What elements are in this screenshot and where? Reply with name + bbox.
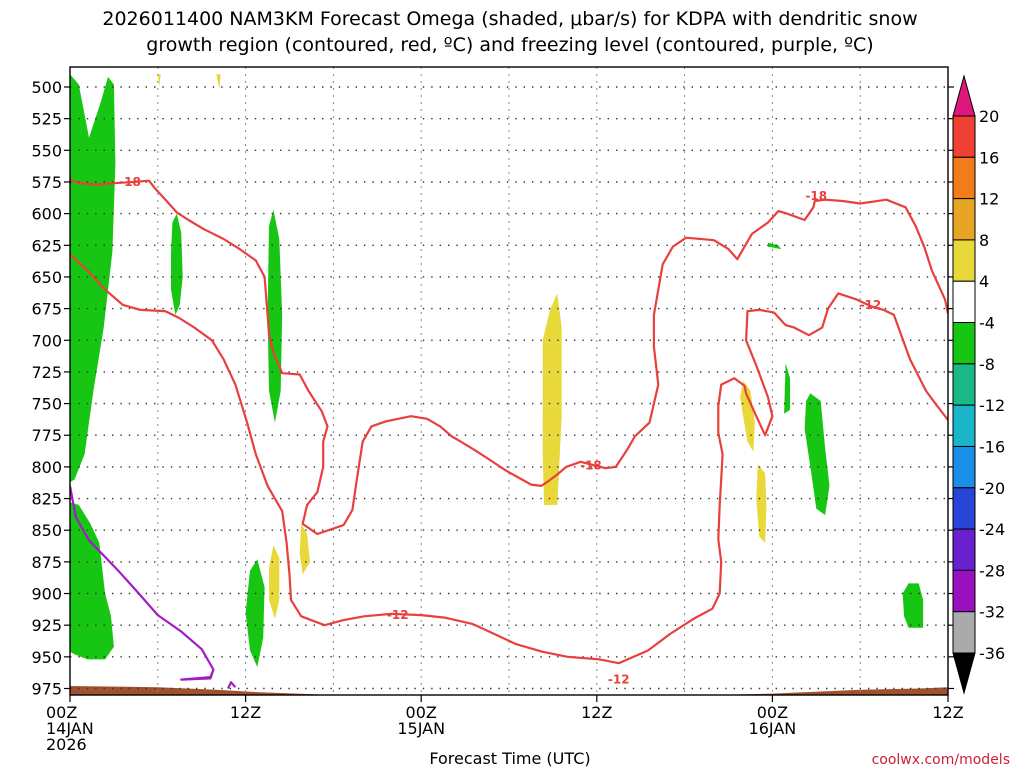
contour-label: -18 (805, 189, 827, 203)
omega-region (269, 545, 280, 619)
omega-region (804, 393, 830, 515)
omega-region (784, 363, 790, 414)
contour-label: -12 (387, 608, 409, 622)
y-tick-label: 600 (31, 205, 62, 224)
y-tick-label: 625 (31, 236, 62, 255)
x-axis-label: Forecast Time (UTC) (429, 749, 590, 768)
omega-region (756, 464, 767, 543)
colorbar-bin (952, 322, 976, 365)
y-tick-label: 500 (31, 78, 62, 97)
omega-region (70, 502, 114, 660)
omega-region (245, 559, 265, 667)
y-axis: 500 525 550 575 600 625 650 675 700 725 750 775 800 8… (31, 78, 954, 699)
colorbar-label: -36 (979, 644, 1005, 663)
contour-line (227, 681, 237, 689)
colorbar-label: -28 (979, 561, 1005, 580)
contour-label: -18 (119, 175, 141, 189)
colorbar-label: -24 (979, 520, 1005, 539)
colorbar-bin (952, 363, 976, 406)
x-tick-label: 12Z (932, 703, 963, 722)
y-tick-label: 550 (31, 141, 62, 160)
omega-region (740, 380, 755, 452)
colorbar-bottom-arrow (952, 652, 976, 695)
y-tick-label: 750 (31, 395, 62, 414)
colorbar-label: -8 (979, 355, 995, 374)
y-tick-label: 800 (31, 458, 62, 477)
y-tick-label: 525 (31, 110, 62, 129)
contour-labels: -18 -18 -12 -18 -12 -12 (119, 175, 881, 687)
colorbar-label: -4 (979, 314, 995, 333)
colorbar-label: 12 (979, 190, 999, 209)
omega-region (768, 242, 782, 250)
colorbar-label: -16 (979, 437, 1005, 456)
y-tick-label: 725 (31, 363, 62, 382)
colorbar-bin (952, 280, 976, 324)
chart-title-line-1: 2026011400 NAM3KM Forecast Omega (shaded… (102, 8, 917, 30)
contour-label: -18 (580, 459, 602, 473)
colorbar-label: 4 (979, 272, 989, 291)
contour-line (70, 485, 215, 681)
colorbar-label: 16 (979, 148, 999, 167)
colorbar-bin (952, 198, 976, 241)
chart-title-line-2: growth region (contoured, red, ºC) and f… (146, 34, 873, 56)
terrain-region (70, 686, 948, 695)
colorbar-bin (952, 445, 976, 489)
omega-region (902, 583, 924, 628)
omega-region (157, 74, 161, 87)
omega-region (216, 74, 221, 90)
colorbar-label: -12 (979, 396, 1005, 415)
colorbar-label: 20 (979, 107, 999, 126)
omega-region (70, 74, 116, 483)
x-tick-label: 00Z (46, 703, 77, 722)
x-tick-label: 12Z (581, 703, 612, 722)
x-tick-label: 2026 (46, 735, 87, 754)
y-tick-label: 650 (31, 268, 62, 287)
omega-region (171, 213, 183, 315)
y-tick-label: 575 (31, 173, 62, 192)
x-tick-label: 12Z (230, 703, 261, 722)
omega-region (299, 523, 310, 575)
y-tick-label: 775 (31, 426, 62, 445)
colorbar-bin (952, 115, 976, 158)
contour-lines (70, 178, 948, 689)
contour-label: -12 (860, 298, 882, 312)
colorbar-bin (952, 404, 976, 447)
y-tick-label: 675 (31, 300, 62, 319)
colorbar: 20 16 12 8 4 -4 -8 -12 -16 -20 -24 -28 -32 -36 (952, 74, 1005, 695)
colorbar-label: 8 (979, 231, 989, 250)
contour-line (70, 178, 948, 536)
contour-line (70, 253, 948, 665)
omega-region (267, 209, 283, 423)
y-tick-label: 875 (31, 553, 62, 572)
y-tick-label: 825 (31, 490, 62, 509)
x-tick-label: 15JAN (397, 719, 445, 738)
colorbar-bin (952, 156, 976, 200)
x-tick-label: 16JAN (749, 719, 797, 738)
y-tick-label: 975 (31, 680, 62, 699)
watermark: coolwx.com/models (872, 752, 1010, 768)
colorbar-bin (952, 528, 976, 571)
plot-frame (69, 66, 949, 696)
colorbar-bin (952, 487, 976, 530)
colorbar-bin (952, 239, 976, 282)
y-tick-label: 925 (31, 616, 62, 635)
omega-region (542, 293, 562, 505)
x-tick-label: 00Z (757, 703, 788, 722)
colorbar-bin (952, 569, 976, 613)
colorbar-top-arrow (952, 74, 976, 117)
colorbar-bin (952, 611, 976, 654)
grid-lines (70, 67, 948, 695)
y-tick-label: 700 (31, 331, 62, 350)
omega-shading (70, 74, 948, 695)
x-tick-label: 14JAN (46, 719, 94, 738)
y-tick-label: 850 (31, 521, 62, 540)
colorbar-label: -20 (979, 479, 1005, 498)
contour-label: -12 (608, 673, 630, 687)
colorbar-label: -32 (979, 603, 1005, 622)
y-tick-label: 950 (31, 648, 62, 667)
y-tick-label: 900 (31, 585, 62, 604)
x-tick-label: 00Z (406, 703, 437, 722)
